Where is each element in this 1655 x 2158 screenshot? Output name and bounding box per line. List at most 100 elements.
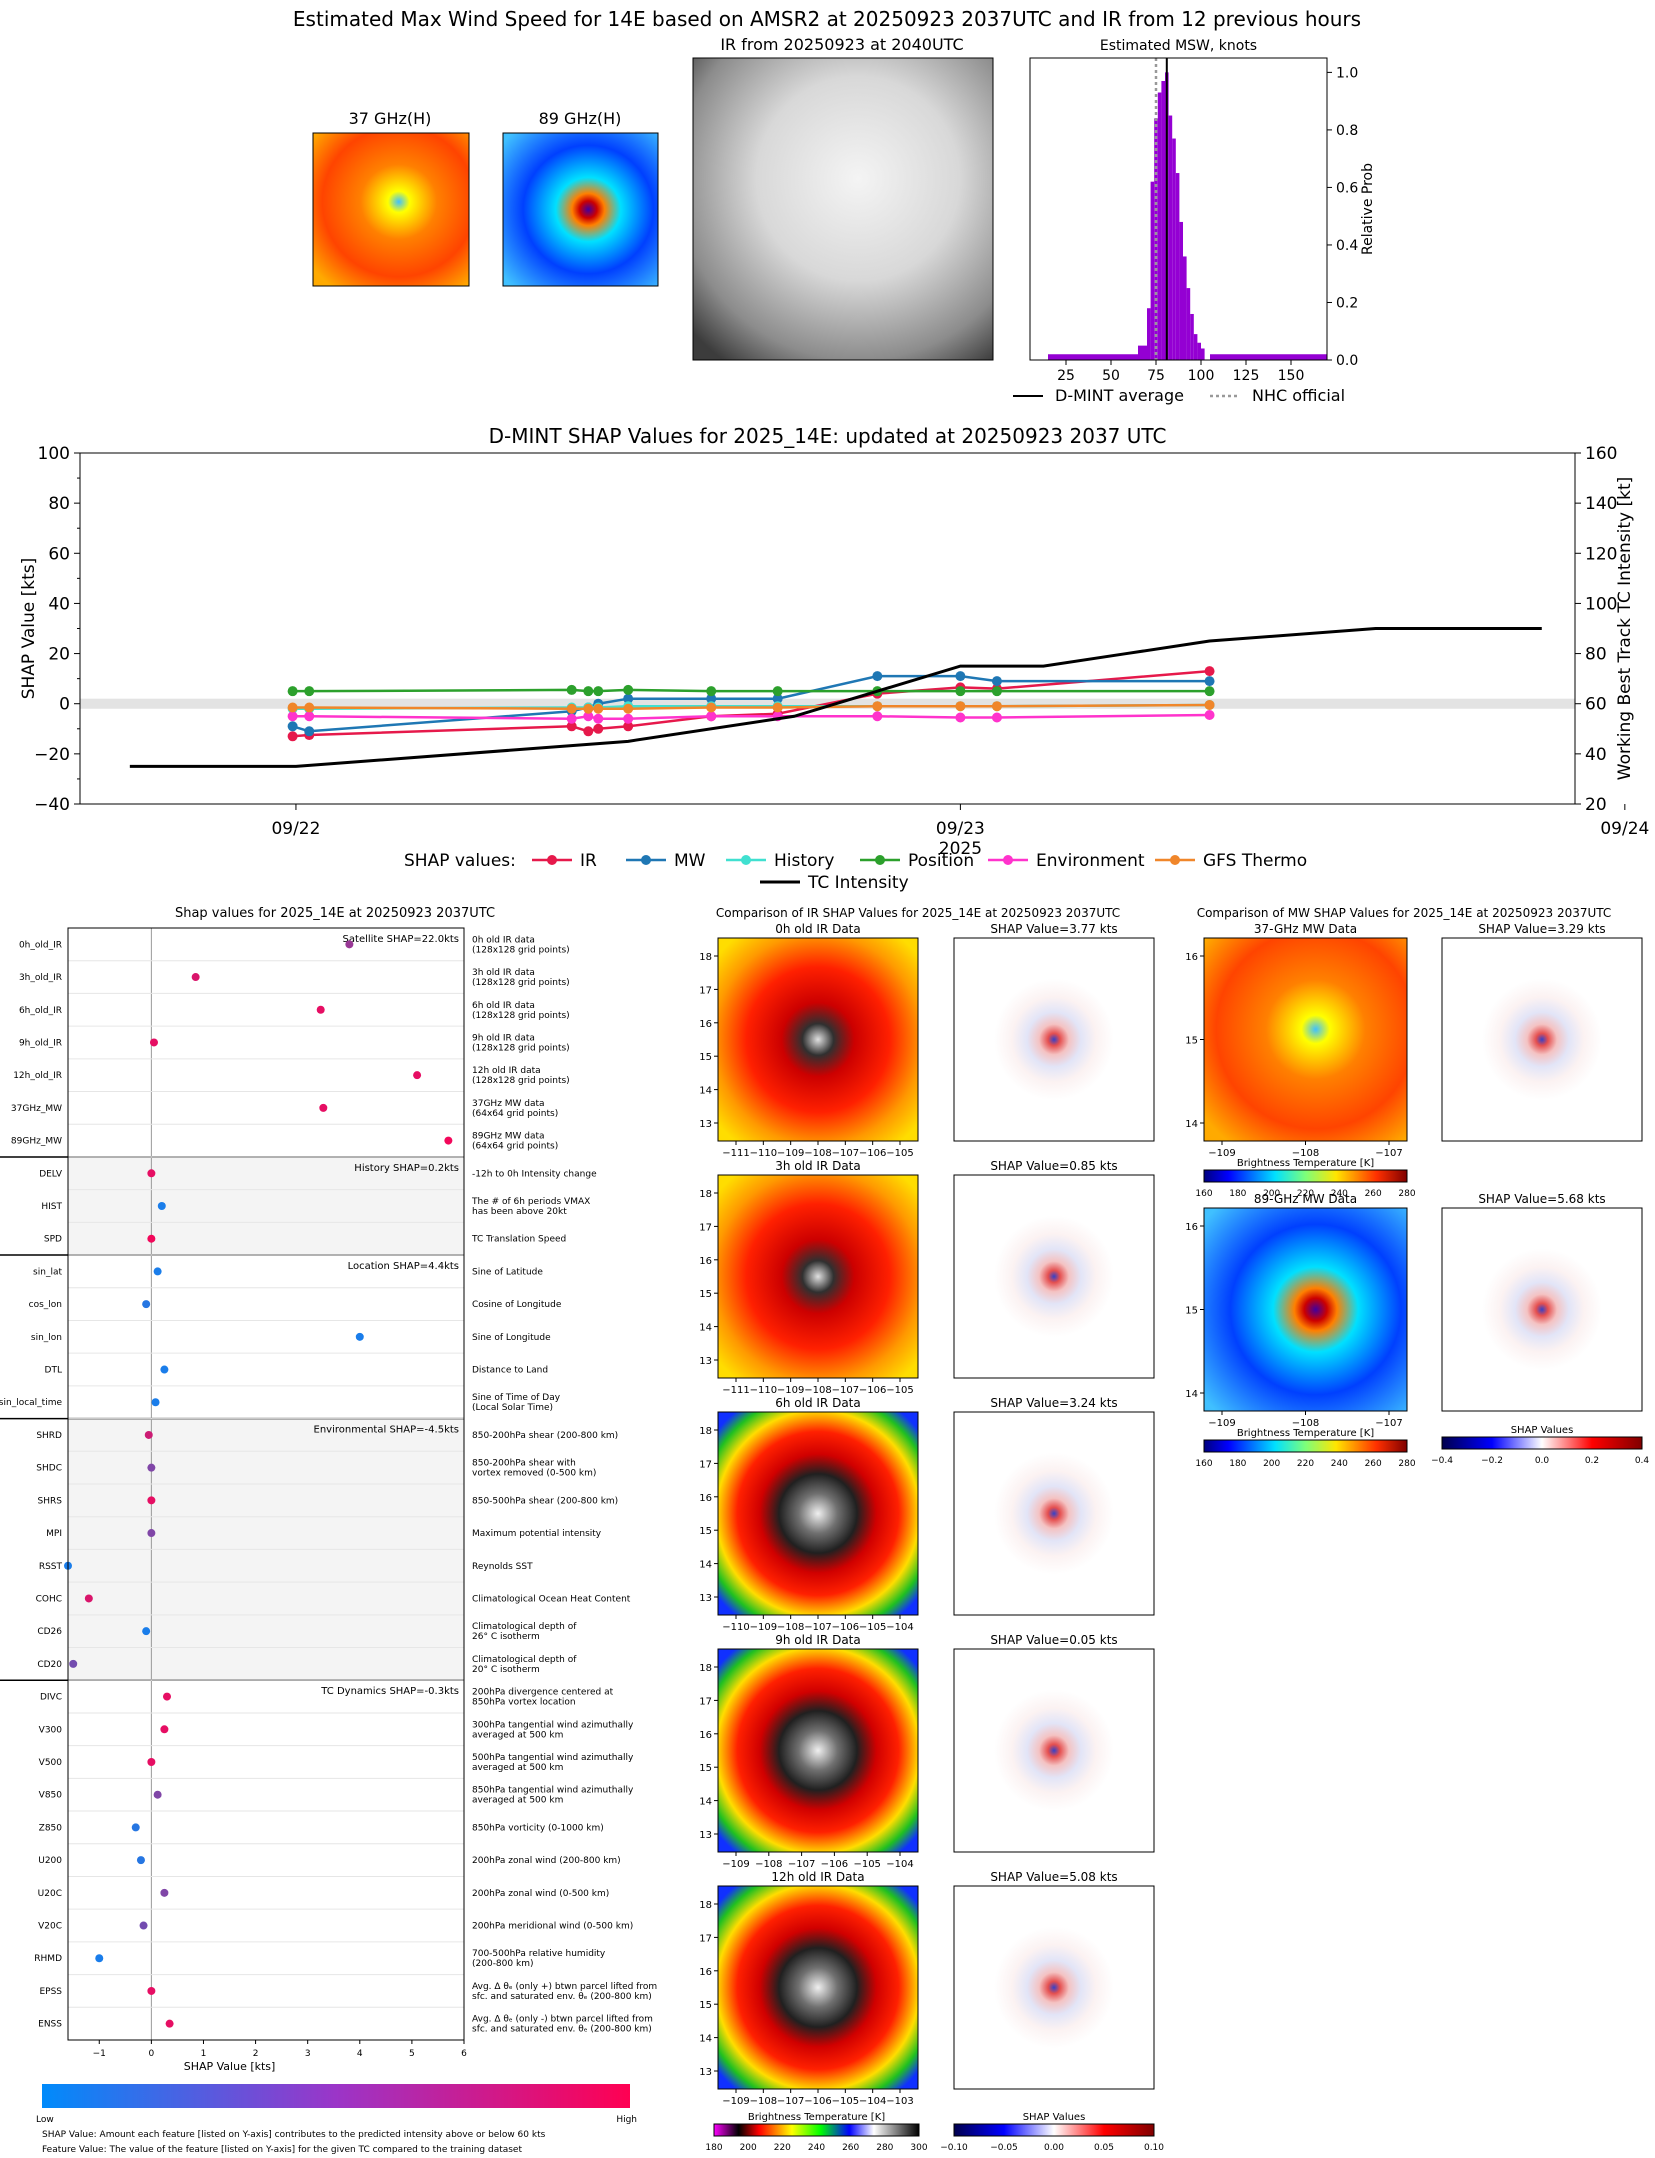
feature-name: V850 [39, 1791, 63, 1801]
feature-point [149, 1038, 158, 1047]
mw-row1-bt-cbar-bar [1203, 1439, 1408, 1453]
feature-desc: 850hPa vortex location [472, 1698, 576, 1708]
feature-name: RSST [39, 1562, 63, 1572]
mw-shap-cbar-tick: 0.0 [1535, 1456, 1550, 1466]
ir-row3-data-xtick-label: −106 [821, 1859, 848, 1870]
feature-point [165, 2019, 174, 2028]
hist-bar [1179, 221, 1183, 360]
hist-bar [1282, 354, 1291, 360]
feature-name: DIVC [40, 1693, 62, 1703]
feature-desc: Sine of Longitude [472, 1333, 551, 1343]
hist-bar [1291, 354, 1300, 360]
mw-comparison-title: Comparison of MW SHAP Values for 2025_14… [1197, 906, 1612, 920]
mw-row0-shap-shap-map [1482, 978, 1602, 1101]
ts-ytick-label: −20 [34, 745, 70, 765]
ir-bt-cbar-bar [713, 2123, 920, 2137]
mw-row0-data-title: 37-GHz MW Data [1254, 922, 1357, 936]
series-point-environment [287, 711, 298, 722]
ir-row3-data-ytick-label: 13 [699, 1830, 712, 1841]
feature-point [147, 1169, 156, 1178]
feature-xtick-label: 6 [461, 2049, 467, 2059]
feature-desc: (64x64 grid points) [472, 1109, 558, 1119]
feature-point [153, 1790, 162, 1799]
series-point-environment [566, 713, 577, 724]
series-point-position [583, 686, 594, 697]
feature-point [316, 1005, 325, 1014]
series-line-ir [292, 669, 1210, 738]
hist-xtick-label: 50 [1102, 368, 1120, 384]
feature-xtick-label: 5 [409, 2049, 415, 2059]
ir-row2-data-image [717, 1411, 919, 1616]
series-point-position [706, 686, 717, 697]
feature-point [157, 1202, 166, 1210]
mw37-title: 37 GHz(H) [349, 109, 432, 128]
series-point-environment [623, 713, 634, 724]
feature-xtick-label: −1 [93, 2049, 106, 2059]
ir-row4-data-xtick-label: −104 [859, 2096, 886, 2107]
mw-row0-bt-cbar-tick: 180 [1229, 1189, 1246, 1199]
hist-bar [1093, 354, 1102, 360]
ir-bt-cbar-tick: 300 [910, 2143, 927, 2153]
feature-desc: Sine of Time of Day [472, 1393, 561, 1403]
feature-name: CD26 [37, 1627, 62, 1637]
hist-bar [1201, 348, 1205, 360]
series-point-ir [583, 726, 594, 737]
hist-bar [1066, 354, 1075, 360]
ts-y2tick-label: 20 [1585, 795, 1607, 815]
ir-row0-data-image [717, 937, 919, 1142]
feature-desc: Climatological depth of [472, 1622, 577, 1632]
feature-name: 0h_old_IR [19, 940, 62, 950]
ir-row3-data-ytick-label: 18 [699, 1663, 712, 1674]
ir-row3-data-ytick-label: 16 [699, 1730, 712, 1741]
hist-bar [1147, 308, 1151, 360]
ir-row3-data-xtick-label: −107 [788, 1859, 815, 1870]
feature-point [69, 1659, 78, 1668]
feature-desc: 500hPa tangential wind azimuthally [472, 1753, 634, 1763]
mw-row1-data-image [1203, 1207, 1408, 1412]
ir-row3-data-xtick-label: −105 [853, 1859, 880, 1870]
legend-marker [1170, 855, 1180, 865]
legend-label: IR [580, 851, 597, 871]
feature-desc: averaged at 500 km [472, 1730, 563, 1740]
legend-marker [875, 855, 885, 865]
ir-row4-data-xtick-label: −106 [804, 2096, 831, 2107]
feature-desc: 850hPa tangential wind azimuthally [472, 1786, 634, 1796]
ir-row1-data-title: 3h old IR Data [775, 1159, 861, 1173]
hist-bar [1228, 354, 1237, 360]
hist-bar [1057, 354, 1066, 360]
series-point-position [1204, 686, 1215, 697]
legend-label: GFS Thermo [1203, 851, 1307, 871]
series-point-gfs-thermo [772, 702, 783, 713]
series-point-gfs-thermo [991, 701, 1002, 712]
feature-xtick-label: 1 [201, 2049, 207, 2059]
ir-row2-data-ytick-label: 15 [699, 1526, 712, 1537]
ts-y2tick-label: 100 [1585, 594, 1617, 614]
feature-point [84, 1594, 93, 1603]
series-point-gfs-thermo [706, 702, 717, 713]
ir-row3-data-image [717, 1648, 919, 1853]
series-point-mw [623, 693, 634, 704]
series-point-position [623, 684, 634, 695]
ir-row0-shap-shap-map [994, 978, 1114, 1101]
feature-name: DTL [45, 1366, 62, 1376]
series-point-mw [991, 676, 1002, 687]
mw-shap-cbar-label: SHAP Values [1511, 1425, 1574, 1436]
feature-point [153, 1267, 162, 1276]
mw-row1-bt-cbar-tick: 260 [1365, 1459, 1382, 1469]
mw37-image [312, 132, 470, 287]
mw-row0-data-ytick-label: 14 [1185, 1119, 1198, 1130]
feature-point [413, 1071, 422, 1080]
hist-bar [1111, 354, 1120, 360]
mw-row0-bt-cbar-bar [1203, 1169, 1408, 1183]
group-band [68, 1156, 464, 1256]
feature-point [142, 1300, 151, 1309]
feature-desc: 850hPa vorticity (0-1000 km) [472, 1823, 604, 1833]
ts-y2label: Working Best Track TC Intensity [kt] [1615, 477, 1635, 781]
hist-bar [1318, 354, 1327, 360]
feature-desc: 200hPa meridional wind (0-500 km) [472, 1922, 633, 1932]
ir-row4-shap-shap-map [994, 1926, 1114, 2049]
ir-row0-data-xtick-label: −106 [859, 1148, 886, 1159]
feature-desc: 850-500hPa shear (200-800 km) [472, 1496, 618, 1506]
feature-desc: TC Translation Speed [471, 1235, 566, 1245]
feature-name: Z850 [39, 1823, 63, 1833]
